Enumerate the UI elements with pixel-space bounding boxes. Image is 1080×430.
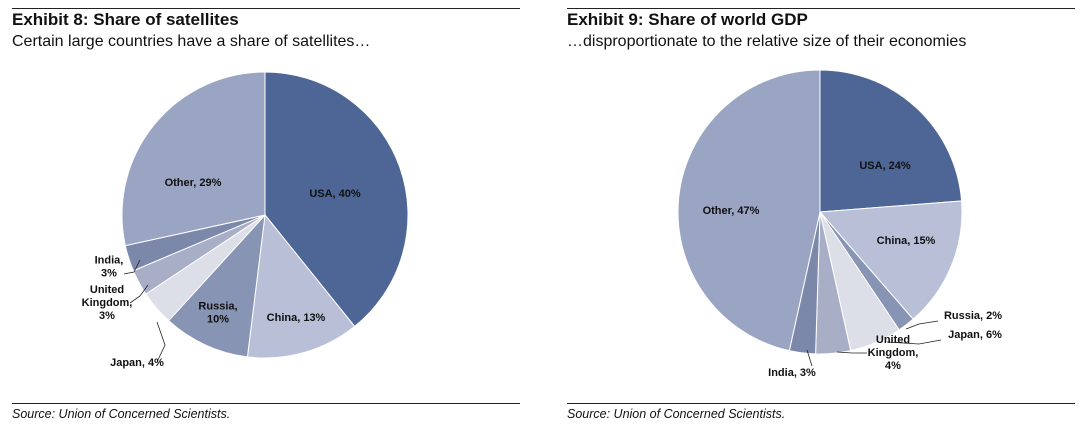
pie-slice-usa [819,69,963,213]
leader-line-japan [156,321,166,363]
data-label-usa: USA, 24% [859,160,911,172]
data-label-usa: USA, 40% [309,188,361,200]
bottom-rule [12,403,520,404]
leader-line-india [806,349,813,367]
data-label-united-kingdom: United Kingdom, 3% [82,284,133,322]
data-label-other: Other, 47% [703,205,760,217]
pie-slice-other [121,71,266,247]
data-label-china: China, 13% [267,312,326,324]
chart-subtitle: …disproportionate to the relative size o… [567,33,967,50]
exhibit-9-panel: Exhibit 9: Share of world GDP …dispropor… [567,0,1075,430]
leader-line-india [123,259,141,275]
pie-slice-russia [167,213,266,358]
data-label-united-kingdom: United Kingdom, 4% [868,334,919,372]
gdp-pie-chart: USA, 24% China, 15% Russia, 2% Japan, 6% Uni… [677,69,1002,379]
chart-title: Exhibit 8: Share of satellites [12,10,239,29]
chart-source: Source: Union of Concerned Scientists. [12,407,231,421]
leader-line-japan [886,339,942,345]
pie-slice-china [246,213,356,359]
satellites-pie-chart: USA, 40% China, 13% Russia, 10% Japan, 4% Uni… [82,71,409,369]
data-label-india: India, 3% [95,255,124,280]
data-label-japan: Japan, 6% [948,329,1002,341]
chart-subtitle: Certain large countries have a share of … [12,33,371,50]
data-label-russia: Russia, 2% [944,310,1002,322]
data-label-japan: Japan, 4% [110,357,164,369]
pie-slice-usa [264,71,409,328]
leader-line-united-kingdom [129,284,149,304]
data-label-india: India, 3% [768,367,816,379]
top-rule [567,8,1075,9]
data-label-china: China, 15% [877,235,936,247]
top-rule [12,8,520,9]
data-label-russia: Russia, 10% [198,301,237,326]
bottom-rule [567,403,1075,404]
chart-source: Source: Union of Concerned Scientists. [567,407,786,421]
chart-title: Exhibit 9: Share of world GDP [567,10,808,29]
pie-slice-china [818,200,963,320]
leader-line-russia [905,320,939,330]
exhibit-8-panel: Exhibit 8: Share of satellites Certain l… [12,0,520,430]
pie-slice-other [677,69,821,352]
data-label-other: Other, 29% [165,177,222,189]
leader-line-united-kingdom [836,351,867,354]
